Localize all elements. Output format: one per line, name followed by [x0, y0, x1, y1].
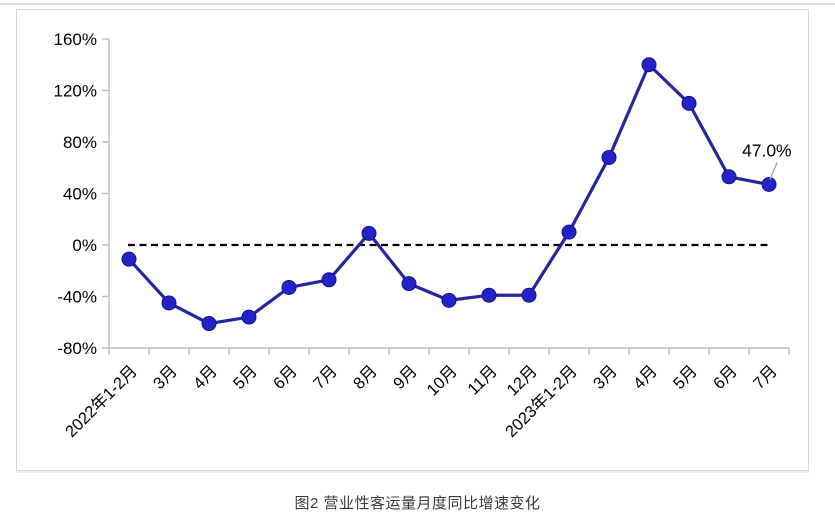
x-tick-label: 3月: [150, 362, 181, 393]
data-point-marker: [161, 295, 177, 311]
x-tick-label: 5月: [670, 362, 701, 393]
data-point-marker: [361, 225, 377, 241]
y-tick-label: 80%: [63, 133, 97, 152]
data-point-marker: [641, 57, 657, 73]
x-tick-label: 3月: [590, 362, 621, 393]
x-tick-label: 2022年1-2月: [61, 361, 141, 441]
data-point-marker: [601, 149, 617, 165]
end-data-label: 47.0%: [742, 140, 792, 160]
data-point-marker: [721, 169, 737, 185]
x-tick-label: 4月: [190, 362, 221, 393]
x-tick-label: 11月: [464, 362, 501, 399]
data-point-marker: [241, 309, 257, 325]
x-tick-label: 8月: [350, 362, 381, 393]
x-tick-label: 10月: [423, 362, 460, 399]
data-point-marker: [121, 251, 137, 267]
chart-frame: [16, 9, 809, 471]
data-point-marker: [201, 316, 217, 332]
series-line: [127, 63, 771, 326]
chart-caption: 图2 营业性客运量月度同比增速变化: [294, 495, 541, 512]
data-point-marker: [681, 95, 697, 111]
x-tick-label: 7月: [310, 362, 341, 393]
data-point-marker: [761, 176, 777, 192]
y-tick-label: 40%: [63, 185, 97, 204]
data-point-marker: [401, 276, 417, 292]
data-point-marker: [321, 272, 337, 288]
x-tick-label: 7月: [750, 362, 781, 393]
x-tick-label: 6月: [270, 362, 301, 393]
data-label-leader-line: [769, 162, 778, 180]
x-tick-label: 9月: [390, 362, 421, 393]
y-tick-label: 0%: [72, 236, 97, 255]
x-tick-label: 4月: [630, 362, 661, 393]
y-tick-label: -80%: [57, 339, 97, 358]
y-tick-label: -40%: [57, 288, 97, 307]
data-point-marker: [481, 287, 497, 303]
data-point-marker: [281, 279, 297, 295]
data-point-marker: [441, 292, 457, 308]
y-tick-label: 120%: [54, 82, 97, 101]
data-point-marker: [561, 224, 577, 240]
data-point-marker: [521, 287, 537, 303]
x-tick-label: 5月: [230, 362, 261, 393]
x-tick-label: 6月: [710, 362, 741, 393]
y-tick-label: 160%: [54, 30, 97, 49]
x-tick-label: 2023年1-2月: [501, 361, 581, 441]
top-divider-line: [0, 3, 835, 5]
